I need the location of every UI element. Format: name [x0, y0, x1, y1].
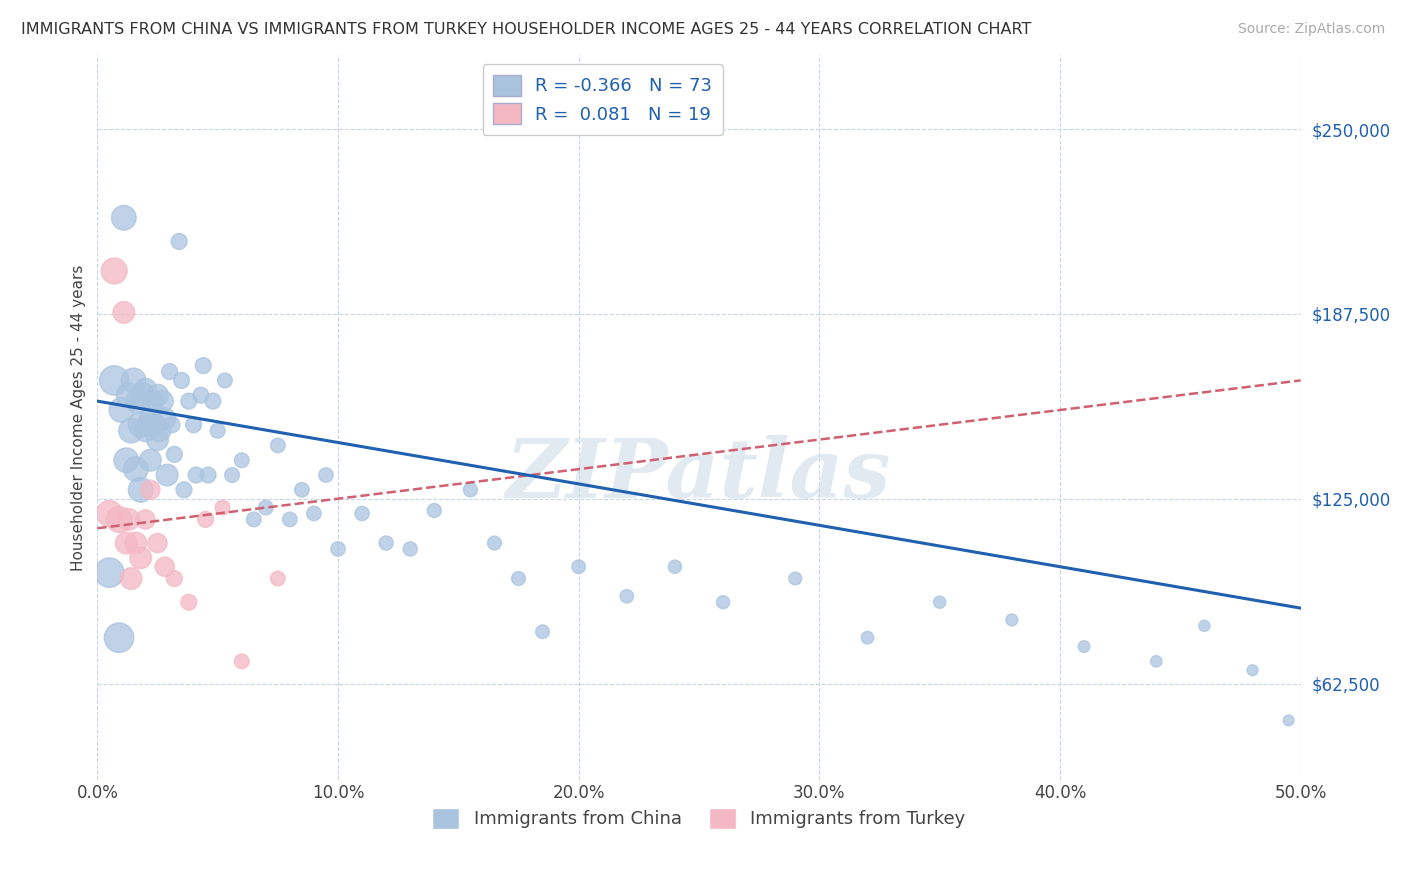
Point — [254, 500, 277, 515]
Point — [112, 305, 135, 319]
Point — [211, 500, 233, 515]
Point — [163, 447, 186, 461]
Text: IMMIGRANTS FROM CHINA VS IMMIGRANTS FROM TURKEY HOUSEHOLDER INCOME AGES 25 - 44 : IMMIGRANTS FROM CHINA VS IMMIGRANTS FROM… — [21, 22, 1032, 37]
Point — [664, 559, 686, 574]
Point — [110, 403, 132, 417]
Point — [190, 388, 212, 402]
Point — [170, 373, 193, 387]
Point — [167, 235, 190, 249]
Legend: Immigrants from China, Immigrants from Turkey: Immigrants from China, Immigrants from T… — [425, 800, 973, 836]
Point — [1144, 654, 1167, 668]
Point — [302, 507, 325, 521]
Point — [103, 373, 125, 387]
Point — [146, 536, 169, 550]
Point — [120, 424, 142, 438]
Point — [122, 373, 145, 387]
Point — [711, 595, 734, 609]
Point — [115, 536, 138, 550]
Point — [484, 536, 506, 550]
Point — [177, 394, 200, 409]
Point — [129, 417, 152, 432]
Point — [139, 453, 162, 467]
Point — [326, 541, 349, 556]
Point — [146, 388, 169, 402]
Point — [1194, 619, 1216, 633]
Point — [183, 417, 205, 432]
Point — [153, 412, 176, 426]
Point — [156, 468, 179, 483]
Point — [125, 462, 148, 476]
Point — [177, 595, 200, 609]
Point — [267, 572, 290, 586]
Point — [231, 453, 253, 467]
Point — [127, 394, 149, 409]
Point — [98, 566, 121, 580]
Point — [194, 512, 217, 526]
Point — [134, 382, 156, 396]
Text: ZIPatlas: ZIPatlas — [506, 435, 891, 516]
Point — [98, 507, 121, 521]
Point — [108, 512, 131, 526]
Point — [143, 417, 166, 432]
Point — [1001, 613, 1024, 627]
Point — [120, 572, 142, 586]
Point — [163, 572, 186, 586]
Point — [108, 631, 131, 645]
Point — [616, 589, 638, 603]
Point — [531, 624, 554, 639]
Point — [375, 536, 398, 550]
Point — [193, 359, 215, 373]
Point — [315, 468, 337, 483]
Point — [201, 394, 224, 409]
Point — [242, 512, 264, 526]
Point — [149, 424, 172, 438]
Point — [129, 483, 152, 497]
Y-axis label: Householder Income Ages 25 - 44 years: Householder Income Ages 25 - 44 years — [72, 264, 86, 571]
Point — [1241, 663, 1264, 677]
Point — [1073, 640, 1095, 654]
Point — [132, 388, 155, 402]
Point — [928, 595, 950, 609]
Point — [231, 654, 253, 668]
Point — [153, 559, 176, 574]
Point — [184, 468, 207, 483]
Point — [785, 572, 807, 586]
Point — [508, 572, 530, 586]
Point — [134, 512, 156, 526]
Point — [112, 211, 135, 225]
Point — [568, 559, 591, 574]
Point — [103, 264, 125, 278]
Point — [115, 453, 138, 467]
Point — [221, 468, 243, 483]
Point — [125, 536, 148, 550]
Point — [214, 373, 236, 387]
Point — [460, 483, 482, 497]
Point — [856, 631, 879, 645]
Point — [160, 417, 183, 432]
Point — [267, 438, 290, 452]
Point — [139, 412, 162, 426]
Point — [197, 468, 219, 483]
Point — [129, 550, 152, 565]
Point — [173, 483, 195, 497]
Point — [136, 417, 159, 432]
Point — [146, 433, 169, 447]
Point — [1278, 714, 1301, 728]
Point — [150, 394, 173, 409]
Point — [291, 483, 314, 497]
Point — [399, 541, 422, 556]
Text: Source: ZipAtlas.com: Source: ZipAtlas.com — [1237, 22, 1385, 37]
Point — [117, 512, 139, 526]
Point — [423, 503, 446, 517]
Point — [142, 394, 165, 409]
Point — [278, 512, 301, 526]
Point — [117, 388, 139, 402]
Point — [159, 365, 181, 379]
Point — [134, 424, 156, 438]
Point — [207, 424, 229, 438]
Point — [139, 483, 162, 497]
Point — [352, 507, 374, 521]
